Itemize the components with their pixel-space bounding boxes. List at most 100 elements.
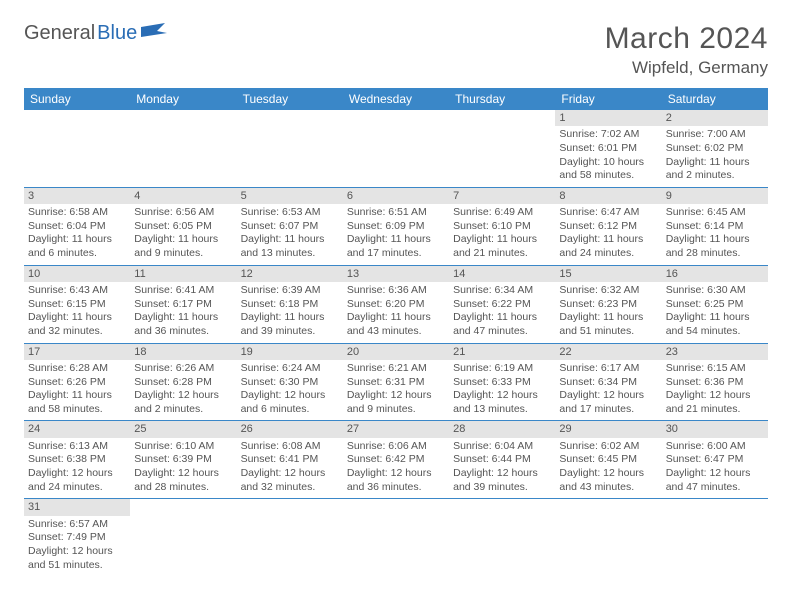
calendar-cell-empty bbox=[343, 499, 449, 576]
sunset: Sunset: 6:28 PM bbox=[134, 376, 232, 390]
calendar-cell: 11Sunrise: 6:41 AMSunset: 6:17 PMDayligh… bbox=[130, 265, 236, 343]
weekday-header: Tuesday bbox=[237, 88, 343, 110]
sunrise: Sunrise: 6:30 AM bbox=[666, 284, 764, 298]
sunrise: Sunrise: 6:56 AM bbox=[134, 206, 232, 220]
title-block: March 2024 Wipfeld, Germany bbox=[605, 22, 768, 78]
day-number: 30 bbox=[662, 421, 768, 437]
daylight-line1: Daylight: 12 hours bbox=[241, 467, 339, 481]
daylight-line2: and 43 minutes. bbox=[559, 481, 657, 495]
sunset: Sunset: 6:01 PM bbox=[559, 142, 657, 156]
sunrise: Sunrise: 7:00 AM bbox=[666, 128, 764, 142]
sunset: Sunset: 6:38 PM bbox=[28, 453, 126, 467]
sunrise: Sunrise: 6:17 AM bbox=[559, 362, 657, 376]
calendar-cell: 24Sunrise: 6:13 AMSunset: 6:38 PMDayligh… bbox=[24, 421, 130, 499]
sunrise: Sunrise: 6:19 AM bbox=[453, 362, 551, 376]
calendar-cell-empty bbox=[555, 499, 661, 576]
day-number: 4 bbox=[130, 188, 236, 204]
sunrise: Sunrise: 6:47 AM bbox=[559, 206, 657, 220]
sunrise: Sunrise: 6:10 AM bbox=[134, 440, 232, 454]
calendar-table: SundayMondayTuesdayWednesdayThursdayFrid… bbox=[24, 88, 768, 576]
sunrise: Sunrise: 6:04 AM bbox=[453, 440, 551, 454]
day-number: 20 bbox=[343, 344, 449, 360]
calendar-cell: 31Sunrise: 6:57 AMSunset: 7:49 PMDayligh… bbox=[24, 499, 130, 576]
sunrise: Sunrise: 6:34 AM bbox=[453, 284, 551, 298]
day-number: 24 bbox=[24, 421, 130, 437]
day-number: 15 bbox=[555, 266, 661, 282]
day-number: 8 bbox=[555, 188, 661, 204]
calendar-cell: 19Sunrise: 6:24 AMSunset: 6:30 PMDayligh… bbox=[237, 343, 343, 421]
daylight-line2: and 43 minutes. bbox=[347, 325, 445, 339]
daylight-line1: Daylight: 11 hours bbox=[134, 311, 232, 325]
sunset: Sunset: 6:17 PM bbox=[134, 298, 232, 312]
daylight-line1: Daylight: 11 hours bbox=[347, 233, 445, 247]
sunset: Sunset: 6:41 PM bbox=[241, 453, 339, 467]
calendar-cell: 22Sunrise: 6:17 AMSunset: 6:34 PMDayligh… bbox=[555, 343, 661, 421]
daylight-line1: Daylight: 11 hours bbox=[28, 233, 126, 247]
sunset: Sunset: 6:05 PM bbox=[134, 220, 232, 234]
calendar-cell-empty bbox=[237, 499, 343, 576]
sunrise: Sunrise: 6:06 AM bbox=[347, 440, 445, 454]
calendar-cell-empty bbox=[662, 499, 768, 576]
daylight-line2: and 6 minutes. bbox=[28, 247, 126, 261]
sunset: Sunset: 7:49 PM bbox=[28, 531, 126, 545]
day-number: 23 bbox=[662, 344, 768, 360]
daylight-line2: and 39 minutes. bbox=[241, 325, 339, 339]
sunset: Sunset: 6:39 PM bbox=[134, 453, 232, 467]
daylight-line1: Daylight: 11 hours bbox=[347, 311, 445, 325]
daylight-line2: and 21 minutes. bbox=[666, 403, 764, 417]
daylight-line1: Daylight: 11 hours bbox=[559, 233, 657, 247]
day-number: 31 bbox=[24, 499, 130, 515]
calendar-row: 24 Sunrise: 6:13 AMSunset: 6:38 PM Dayligh… bbox=[24, 421, 768, 499]
day-number: 6 bbox=[343, 188, 449, 204]
daylight-line1: Daylight: 11 hours bbox=[666, 311, 764, 325]
calendar-cell: 1Sunrise: 7:02 AMSunset: 6:01 PMDaylight… bbox=[555, 110, 661, 187]
logo: GeneralBlue bbox=[24, 22, 167, 45]
daylight-line1: Daylight: 11 hours bbox=[28, 389, 126, 403]
day-number: 14 bbox=[449, 266, 555, 282]
daylight-line1: Daylight: 12 hours bbox=[347, 467, 445, 481]
daylight-line2: and 54 minutes. bbox=[666, 325, 764, 339]
sunset: Sunset: 6:23 PM bbox=[559, 298, 657, 312]
sunrise: Sunrise: 6:36 AM bbox=[347, 284, 445, 298]
day-number: 3 bbox=[24, 188, 130, 204]
daylight-line2: and 24 minutes. bbox=[559, 247, 657, 261]
weekday-header: Friday bbox=[555, 88, 661, 110]
calendar-cell-empty bbox=[237, 110, 343, 187]
daylight-line1: Daylight: 12 hours bbox=[134, 389, 232, 403]
sunset: Sunset: 6:26 PM bbox=[28, 376, 126, 390]
weekday-header: Saturday bbox=[662, 88, 768, 110]
calendar-cell: 16Sunrise: 6:30 AMSunset: 6:25 PMDayligh… bbox=[662, 265, 768, 343]
sunrise: Sunrise: 7:02 AM bbox=[559, 128, 657, 142]
sunrise: Sunrise: 6:13 AM bbox=[28, 440, 126, 454]
weekday-header: Sunday bbox=[24, 88, 130, 110]
daylight-line1: Daylight: 11 hours bbox=[134, 233, 232, 247]
daylight-line2: and 17 minutes. bbox=[347, 247, 445, 261]
daylight-line1: Daylight: 11 hours bbox=[666, 233, 764, 247]
daylight-line2: and 51 minutes. bbox=[28, 559, 126, 573]
sunset: Sunset: 6:34 PM bbox=[559, 376, 657, 390]
weekday-header: Thursday bbox=[449, 88, 555, 110]
daylight-line2: and 32 minutes. bbox=[28, 325, 126, 339]
day-number: 29 bbox=[555, 421, 661, 437]
daylight-line1: Daylight: 12 hours bbox=[28, 545, 126, 559]
logo-text-1: General bbox=[24, 22, 95, 45]
daylight-line1: Daylight: 12 hours bbox=[134, 467, 232, 481]
daylight-line1: Daylight: 12 hours bbox=[559, 467, 657, 481]
daylight-line2: and 36 minutes. bbox=[347, 481, 445, 495]
sunset: Sunset: 6:12 PM bbox=[559, 220, 657, 234]
sunrise: Sunrise: 6:15 AM bbox=[666, 362, 764, 376]
sunset: Sunset: 6:02 PM bbox=[666, 142, 764, 156]
calendar-cell: 7Sunrise: 6:49 AMSunset: 6:10 PMDaylight… bbox=[449, 187, 555, 265]
sunrise: Sunrise: 6:58 AM bbox=[28, 206, 126, 220]
day-number: 16 bbox=[662, 266, 768, 282]
calendar-body: 1Sunrise: 7:02 AMSunset: 6:01 PMDaylight… bbox=[24, 110, 768, 576]
daylight-line2: and 32 minutes. bbox=[241, 481, 339, 495]
sunrise: Sunrise: 6:24 AM bbox=[241, 362, 339, 376]
sunrise: Sunrise: 6:41 AM bbox=[134, 284, 232, 298]
calendar-cell: 9Sunrise: 6:45 AMSunset: 6:14 PMDaylight… bbox=[662, 187, 768, 265]
daylight-line2: and 21 minutes. bbox=[453, 247, 551, 261]
sunrise: Sunrise: 6:53 AM bbox=[241, 206, 339, 220]
day-number: 27 bbox=[343, 421, 449, 437]
sunset: Sunset: 6:36 PM bbox=[666, 376, 764, 390]
sunrise: Sunrise: 6:49 AM bbox=[453, 206, 551, 220]
